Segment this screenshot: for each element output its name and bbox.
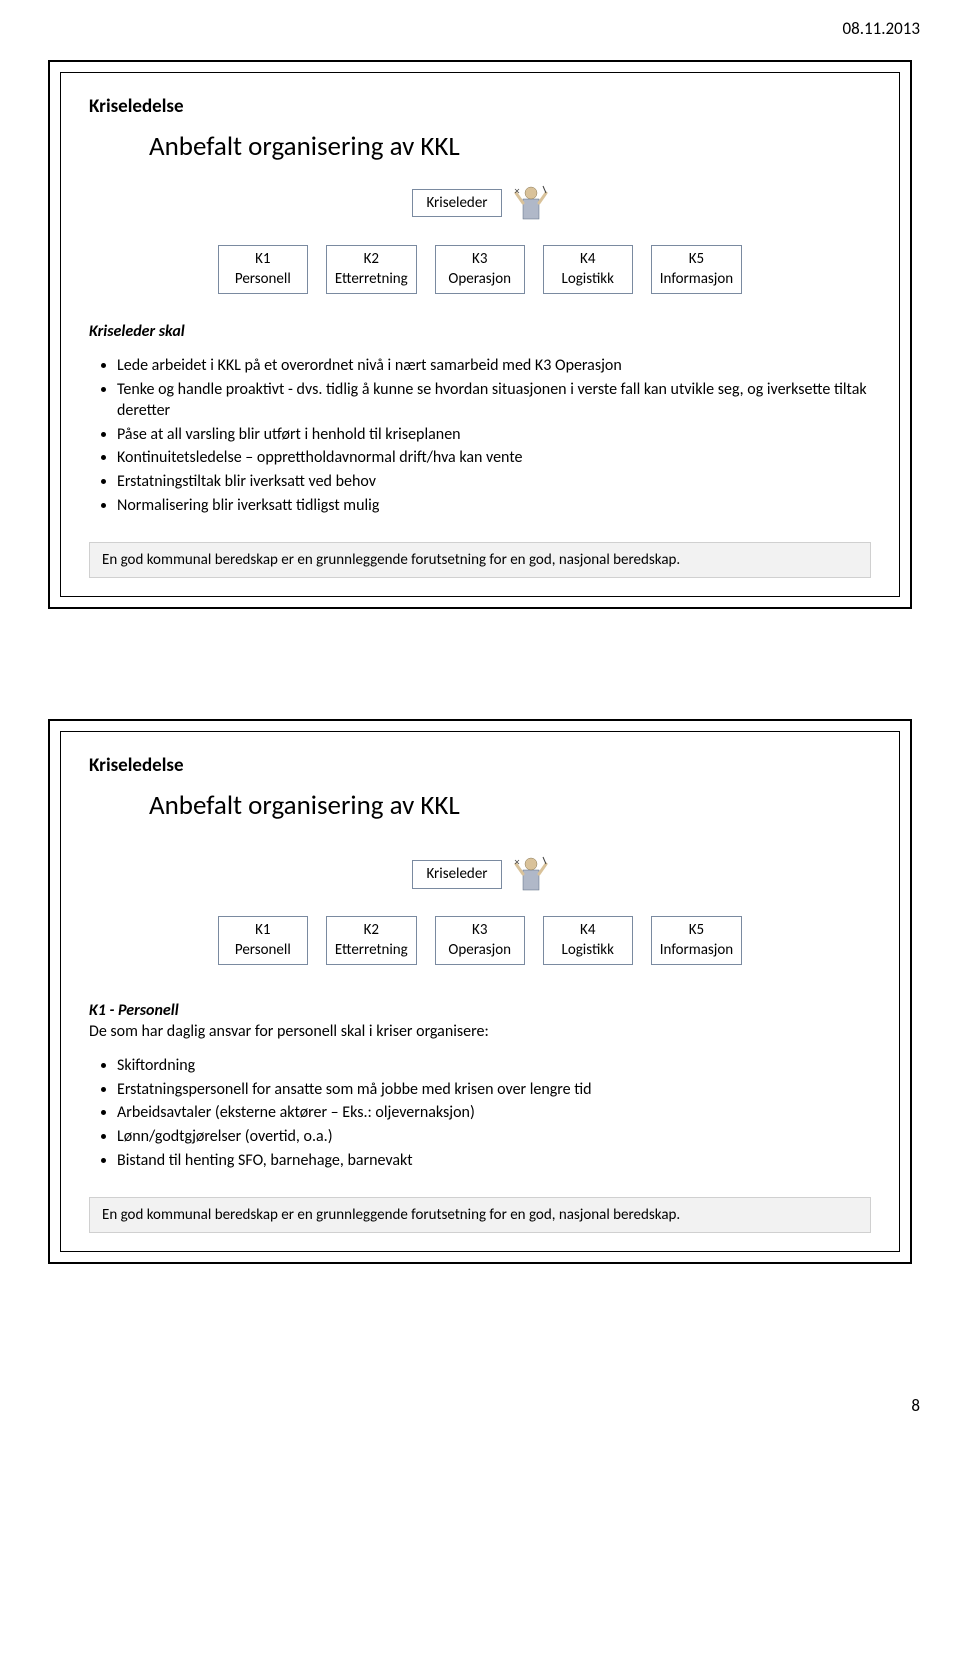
k-box-logistikk: K4 Logistikk — [543, 916, 633, 965]
page-date: 08.11.2013 — [842, 18, 920, 39]
k-label: Etterretning — [335, 941, 408, 959]
slide-frame: Kriseledelse Anbefalt organisering av KK… — [48, 719, 912, 1264]
page-number: 8 — [911, 1395, 920, 1416]
k-box-operasjon: K3 Operasjon — [435, 245, 525, 294]
k-box-personell: K1 Personell — [218, 245, 308, 294]
k-box-informasjon: K5 Informasjon — [651, 916, 742, 965]
conductor-icon — [514, 854, 548, 894]
slide-footer: En god kommunal beredskap er en grunnleg… — [89, 542, 871, 578]
k-box-row: K1 Personell K2 Etterretning K3 Operasjo… — [89, 916, 871, 965]
slides-container: Kriseledelse Anbefalt organisering av KK… — [0, 0, 960, 1434]
slide-label: Kriseledelse — [89, 95, 871, 118]
k-box-logistikk: K4 Logistikk — [543, 245, 633, 294]
section-subheading: K1 - Personell — [89, 1001, 871, 1020]
slide-label: Kriseledelse — [89, 754, 871, 777]
bullet-list: Lede arbeidet i KKL på et overordnet niv… — [89, 355, 871, 518]
k-code: K1 — [255, 250, 270, 268]
list-item: Lønn/godtgjørelser (overtid, o.a.) — [117, 1126, 871, 1148]
k-label: Logistikk — [562, 270, 614, 288]
k-label: Logistikk — [562, 941, 614, 959]
k-label: Personell — [235, 941, 291, 959]
org-leader-row: Kriseleder — [89, 183, 871, 223]
list-item: Påse at all varsling blir utført i henho… — [117, 424, 871, 446]
k-code: K4 — [580, 250, 595, 268]
slide-body: Kriseledelse Anbefalt organisering av KK… — [60, 72, 900, 597]
section-block: K1 - Personell De som har daglig ansvar … — [89, 997, 871, 1041]
section-intro: De som har daglig ansvar for personell s… — [89, 1022, 871, 1041]
list-item: Erstatningspersonell for ansatte som må … — [117, 1079, 871, 1101]
k-label: Informasjon — [660, 270, 733, 288]
k-label: Informasjon — [660, 941, 733, 959]
section-subheading: Kriseleder skal — [89, 322, 871, 341]
k-label: Operasjon — [448, 941, 511, 959]
k-code: K3 — [472, 250, 487, 268]
k-code: K3 — [472, 921, 487, 939]
slide-frame: Kriseledelse Anbefalt organisering av KK… — [48, 60, 912, 609]
k-box-informasjon: K5 Informasjon — [651, 245, 742, 294]
k-box-etterretning: K2 Etterretning — [326, 245, 417, 294]
k-code: K5 — [689, 921, 704, 939]
slide-title: Anbefalt organisering av KKL — [149, 130, 871, 163]
slide-title: Anbefalt organisering av KKL — [149, 789, 871, 822]
leader-box: Kriseleder — [412, 860, 502, 889]
list-item: Kontinuitetsledelse – opprettholdavnorma… — [117, 447, 871, 469]
list-item: Arbeidsavtaler (eksterne aktører – Eks.:… — [117, 1102, 871, 1124]
k-code: K2 — [364, 921, 379, 939]
k-code: K1 — [255, 921, 270, 939]
list-item: Normalisering blir iverksatt tidligst mu… — [117, 495, 871, 517]
k-box-personell: K1 Personell — [218, 916, 308, 965]
k-label: Etterretning — [335, 270, 408, 288]
k-label: Personell — [235, 270, 291, 288]
list-item: Erstatningstiltak blir iverksatt ved beh… — [117, 471, 871, 493]
slide-footer: En god kommunal beredskap er en grunnleg… — [89, 1197, 871, 1233]
conductor-icon — [514, 183, 548, 223]
k-code: K2 — [364, 250, 379, 268]
list-item: Skiftordning — [117, 1055, 871, 1077]
slide-body: Kriseledelse Anbefalt organisering av KK… — [60, 731, 900, 1252]
org-leader-row: Kriseleder — [89, 854, 871, 894]
k-label: Operasjon — [448, 270, 511, 288]
list-item: Lede arbeidet i KKL på et overordnet niv… — [117, 355, 871, 377]
bullet-list: Skiftordning Erstatningspersonell for an… — [89, 1055, 871, 1173]
k-code: K4 — [580, 921, 595, 939]
k-box-row: K1 Personell K2 Etterretning K3 Operasjo… — [89, 245, 871, 294]
k-box-operasjon: K3 Operasjon — [435, 916, 525, 965]
k-code: K5 — [689, 250, 704, 268]
leader-box: Kriseleder — [412, 189, 502, 218]
k-box-etterretning: K2 Etterretning — [326, 916, 417, 965]
list-item: Bistand til henting SFO, barnehage, barn… — [117, 1150, 871, 1172]
list-item: Tenke og handle proaktivt - dvs. tidlig … — [117, 379, 871, 422]
